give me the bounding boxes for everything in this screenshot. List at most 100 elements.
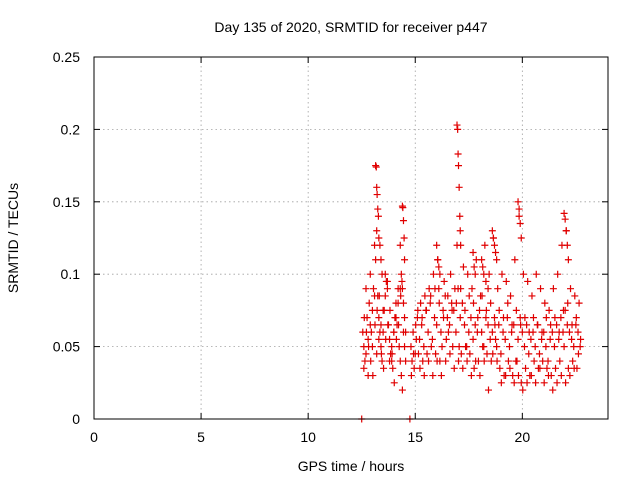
data-point — [449, 343, 457, 351]
data-point — [561, 215, 569, 223]
data-point — [373, 227, 381, 235]
y-tick-label: 0 — [72, 411, 80, 427]
data-point — [397, 372, 405, 380]
data-point — [444, 292, 452, 300]
data-point — [392, 335, 400, 343]
data-point — [569, 357, 577, 365]
data-point — [362, 285, 370, 293]
data-point — [494, 285, 502, 293]
data-point — [429, 270, 437, 278]
data-point — [471, 321, 479, 329]
data-point — [562, 227, 570, 235]
data-point — [380, 364, 388, 372]
data-point — [501, 335, 509, 343]
data-point — [435, 263, 443, 271]
data-point — [456, 227, 464, 235]
data-point — [438, 343, 446, 351]
data-point — [555, 335, 563, 343]
data-point — [448, 306, 456, 314]
data-point — [517, 234, 525, 242]
data-point — [507, 292, 515, 300]
data-point — [542, 314, 550, 322]
data-point — [548, 328, 556, 336]
data-point — [462, 343, 470, 351]
data-point — [570, 364, 578, 372]
data-point — [383, 285, 391, 293]
data-point — [386, 306, 394, 314]
data-point — [551, 314, 559, 322]
data-point — [365, 343, 373, 351]
data-point — [388, 343, 396, 351]
data-point — [498, 270, 506, 278]
data-point — [369, 372, 377, 380]
data-point — [502, 372, 510, 380]
data-point — [542, 343, 550, 351]
data-point — [360, 364, 368, 372]
data-point — [574, 350, 582, 358]
data-point — [559, 306, 567, 314]
data-point — [377, 343, 385, 351]
data-point — [469, 248, 477, 256]
data-point — [570, 343, 578, 351]
data-point — [381, 292, 389, 300]
data-point — [539, 357, 547, 365]
data-point — [538, 328, 546, 336]
data-point — [367, 357, 375, 365]
data-point — [488, 328, 496, 336]
data-point — [478, 256, 486, 264]
data-point — [420, 372, 428, 380]
data-point — [465, 328, 473, 336]
data-point — [375, 314, 383, 322]
data-point — [557, 314, 565, 322]
data-point — [482, 277, 490, 285]
data-point — [418, 321, 426, 329]
data-point — [493, 343, 501, 351]
data-point — [418, 314, 426, 322]
data-point — [472, 357, 480, 365]
data-point — [575, 299, 583, 307]
data-point — [398, 285, 406, 293]
data-point — [540, 379, 548, 387]
data-point — [474, 314, 482, 322]
y-tick-label: 0.2 — [61, 121, 81, 137]
data-point — [424, 328, 432, 336]
data-point — [513, 357, 521, 365]
data-point — [564, 256, 572, 264]
data-point — [547, 321, 555, 329]
data-point — [514, 372, 522, 380]
data-point — [453, 121, 461, 129]
data-point — [461, 306, 469, 314]
data-point — [488, 227, 496, 235]
x-tick-label: 15 — [407, 429, 423, 445]
data-point — [384, 321, 392, 329]
data-point — [514, 335, 522, 343]
data-point — [527, 372, 535, 380]
data-point — [515, 212, 523, 220]
data-point — [495, 306, 503, 314]
data-point — [369, 285, 377, 293]
data-point — [429, 372, 437, 380]
data-point — [553, 321, 561, 329]
data-point — [566, 372, 574, 380]
data-point — [490, 314, 498, 322]
data-point — [470, 263, 478, 271]
data-point — [360, 314, 368, 322]
data-point — [467, 314, 475, 322]
data-point — [544, 372, 552, 380]
data-point — [373, 183, 381, 191]
data-point — [476, 372, 484, 380]
data-point — [497, 379, 505, 387]
data-point — [492, 335, 500, 343]
data-point — [409, 328, 417, 336]
data-point — [467, 372, 475, 380]
data-point — [399, 217, 407, 225]
data-point — [457, 285, 465, 293]
data-point — [518, 328, 526, 336]
data-point — [480, 270, 488, 278]
data-point — [565, 328, 573, 336]
data-point — [432, 350, 440, 358]
data-point — [400, 234, 408, 242]
data-point — [431, 285, 439, 293]
data-point — [516, 220, 524, 228]
